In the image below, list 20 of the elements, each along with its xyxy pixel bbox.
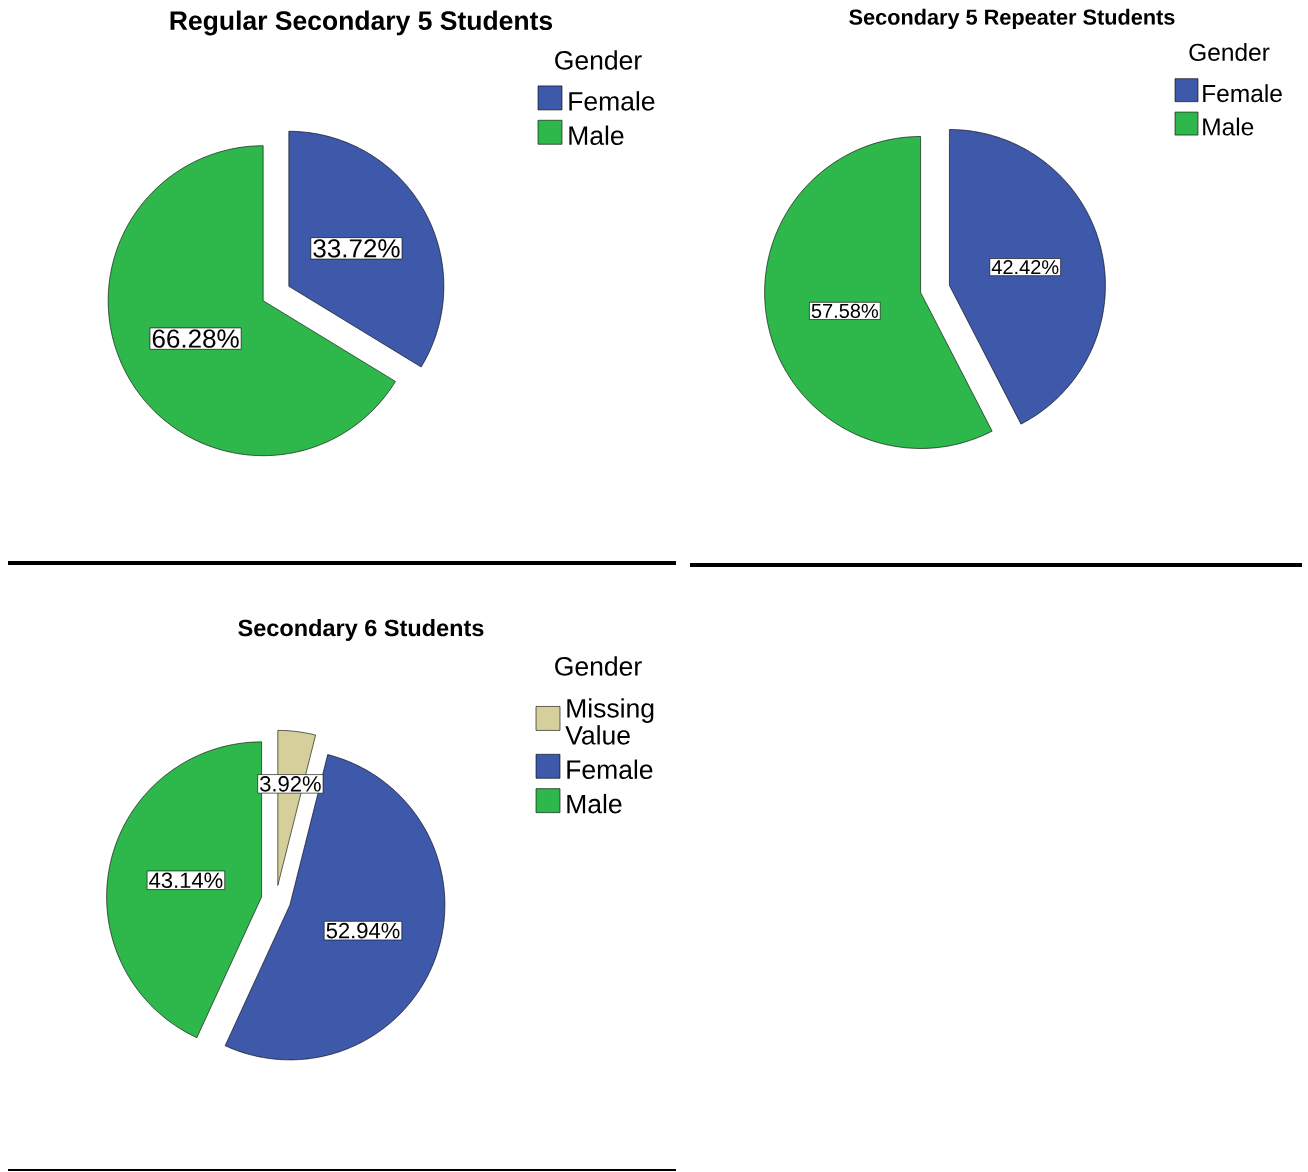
chart-title: Secondary 6 Students (238, 619, 484, 641)
data-label: 33.72% (313, 239, 400, 258)
chart-title: Secondary 5 Repeater Students (849, 8, 1175, 30)
data-label: 42.42% (991, 260, 1059, 275)
legend-label: Female (569, 91, 655, 111)
data-label: 43.14% (149, 872, 223, 889)
legend-label: Male (1203, 117, 1254, 136)
legend-label: Missing Value (565, 698, 654, 745)
legend-label: Male (567, 793, 622, 814)
data-label: 52.94% (326, 922, 400, 939)
legend-label: Female (1203, 84, 1282, 103)
legend-title: Gender (555, 656, 642, 676)
chart-title: Regular Secondary 5 Students (170, 10, 553, 36)
data-label: 66.28% (152, 329, 239, 348)
legend-title: Gender (555, 50, 642, 70)
legend-label: Male (569, 125, 624, 146)
data-label: 3.92% (260, 776, 321, 792)
legend-label: Female (567, 759, 653, 780)
legend-title: Gender (1189, 42, 1270, 61)
data-label: 57.58% (811, 303, 878, 318)
